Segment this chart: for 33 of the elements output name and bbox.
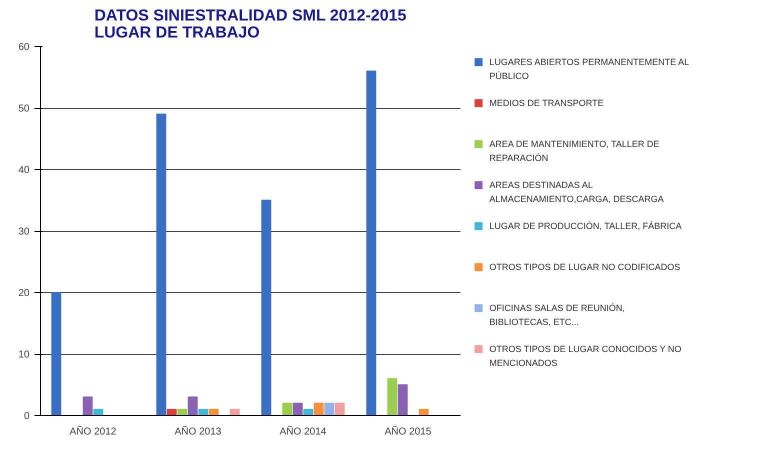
y-tick-label: 60 [18, 42, 30, 53]
bar [82, 396, 93, 416]
bar [314, 402, 324, 416]
bar [324, 402, 334, 416]
bar [387, 378, 398, 416]
legend-label: OTROS TIPOS DE LUGAR CONOCIDOS Y NO MENCIONADOS [489, 344, 682, 368]
bar [366, 70, 376, 416]
legend-label: OFICINAS SALAS DE REUNIÓN, BIBLIOTECAS, ETC... [489, 303, 625, 328]
x-tick-label: AÑO 2013 [174, 426, 222, 438]
legend-label: AREA DE MANTENIMIENTO, TALLER DE REPARACIÓN [489, 139, 660, 164]
x-tick-label: AÑO 2015 [384, 426, 432, 438]
legend-label: LUGARES ABIERTOS PERMANENTEMENTE AL PÚBLICO [489, 57, 690, 82]
legend-label: MEDIOS DE TRANSPORTE [489, 98, 604, 108]
bar [188, 396, 198, 416]
bar [334, 402, 345, 416]
bar [51, 292, 62, 416]
x-tick-label: AÑO 2012 [70, 426, 117, 438]
legend-label: LUGAR DE PRODUCCIÓN, TALLER, FÁBRICA [489, 221, 682, 232]
bar [156, 114, 166, 416]
bar [261, 200, 272, 416]
y-tick-label: 40 [18, 165, 30, 176]
bar [282, 402, 292, 416]
bar [292, 402, 303, 416]
y-tick-label: 20 [18, 288, 30, 299]
x-tick-label: AÑO 2014 [280, 426, 327, 438]
legend-label: AREAS DESTINADAS AL ALMACENAMIENTO,CARGA, DESCARGA [489, 180, 664, 204]
y-tick-label: 10 [18, 350, 30, 360]
chart-title: DATOS SINIESTRALIDAD SML 2012-2015 LUGAR DE TRABAJO [94, 8, 406, 42]
bar [398, 384, 408, 416]
y-tick-label: 50 [18, 104, 30, 114]
y-tick-label: 30 [18, 226, 30, 238]
legend-label: OTROS TIPOS DE LUGAR NO CODIFICADOS [489, 262, 680, 272]
y-tick-label: 0 [24, 411, 30, 422]
